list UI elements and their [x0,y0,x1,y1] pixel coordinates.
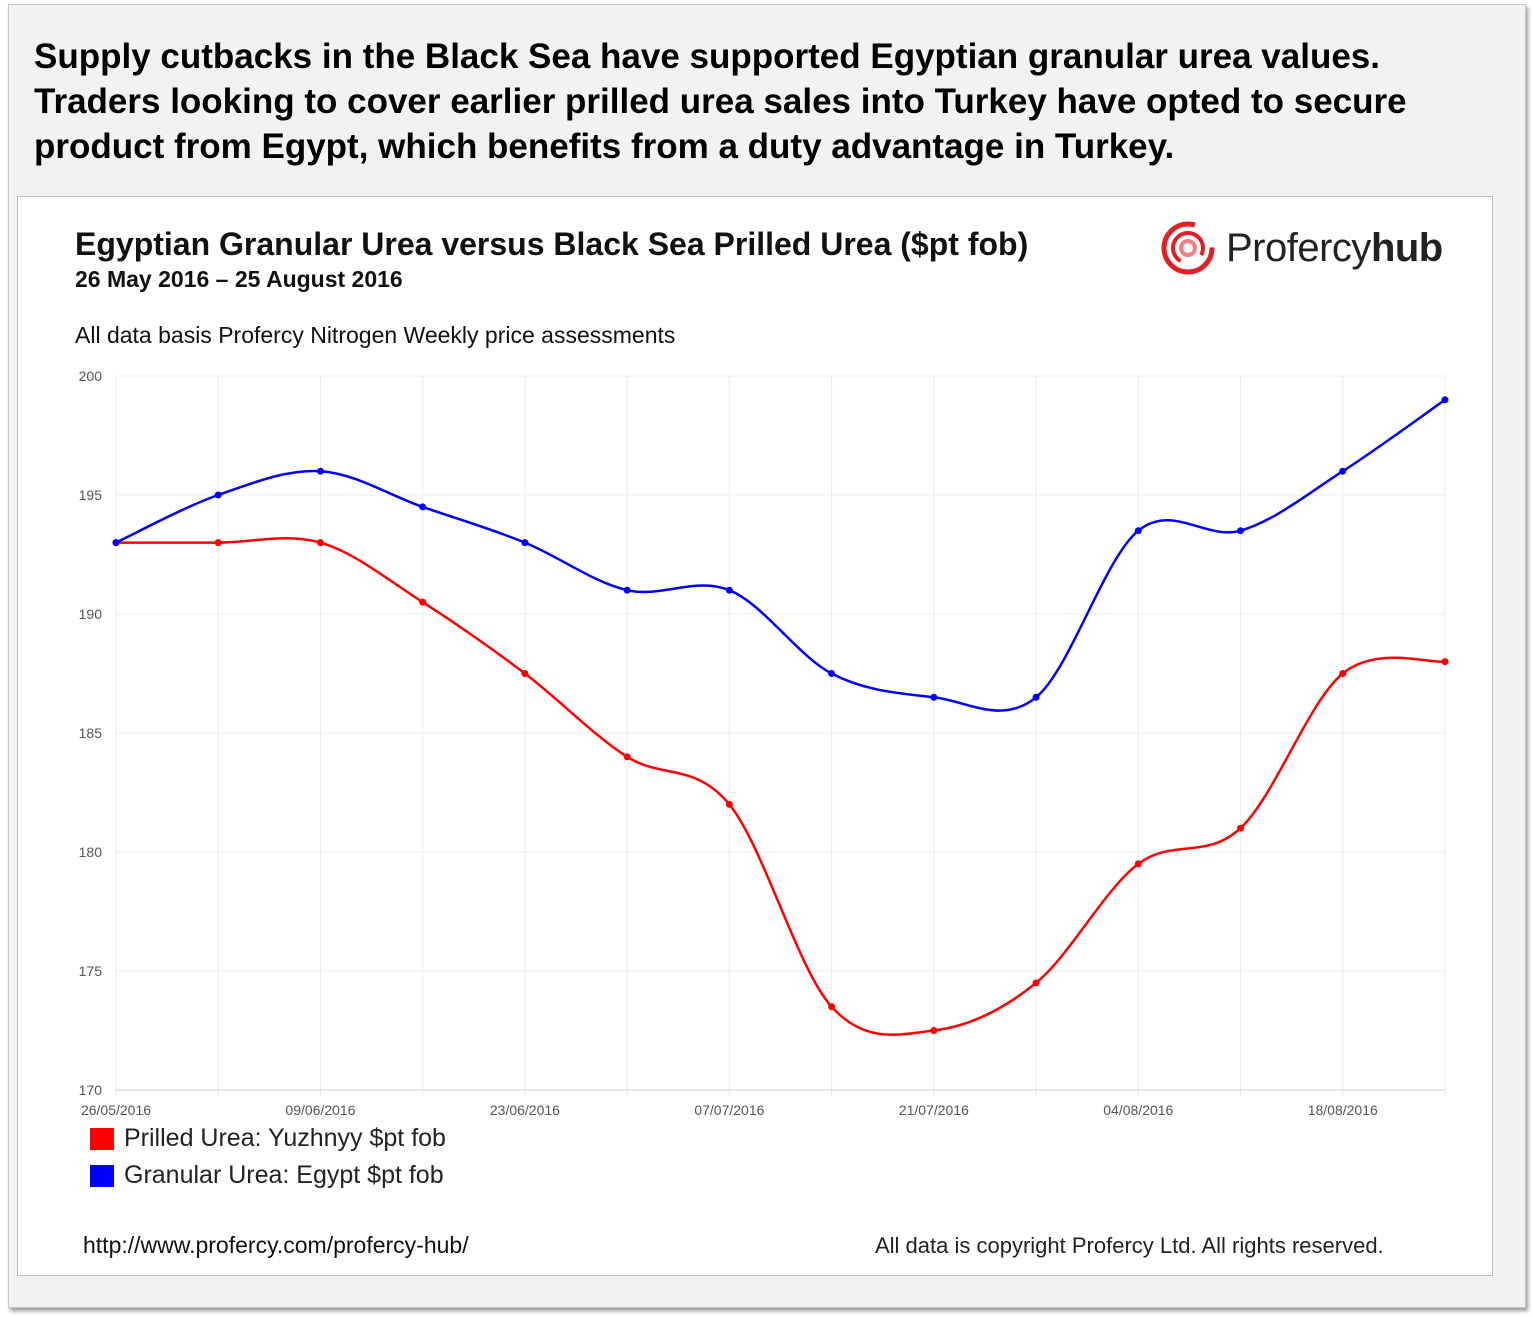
data-point [1134,527,1142,535]
data-point [930,1027,938,1034]
x-tick-label: 21/07/2016 [899,1102,969,1118]
data-point [1237,824,1245,832]
data-point [316,467,324,475]
series-line [115,398,1446,712]
legend-label: Prilled Urea: Yuzhnyy $pt fob [124,1124,446,1152]
logo-brand: Profercy [1226,226,1371,270]
chart-note: All data basis Profercy Nitrogen Weekly … [75,322,676,348]
data-point [623,586,631,594]
y-tick-label: 200 [79,368,103,384]
footer-url[interactable]: http://www.profercy.com/profercy-hub/ [83,1232,469,1258]
data-point [1032,979,1040,987]
data-point [1339,670,1347,677]
legend-item-prilled: Prilled Urea: Yuzhnyy $pt fob [90,1124,446,1153]
x-tick-label: 26/05/2016 [81,1102,151,1118]
data-point [1237,527,1245,535]
data-point [112,539,120,547]
data-point [419,598,427,606]
data-point [930,693,938,701]
y-tick-label: 190 [79,606,103,622]
data-point [828,670,836,677]
data-point [419,503,427,511]
data-point [1134,860,1142,868]
legend-item-granular: Granular Urea: Egypt $pt fob [90,1161,444,1190]
x-tick-label: 23/06/2016 [490,1102,560,1118]
y-tick-label: 185 [79,725,103,741]
y-tick-label: 175 [79,963,103,979]
chart-subtitle: 26 May 2016 – 25 August 2016 [75,266,403,292]
x-tick-label: 18/08/2016 [1308,1102,1378,1118]
logo-text: Profercyhub [1226,226,1443,271]
data-point [214,491,222,499]
data-point [725,586,733,594]
data-point [521,670,529,677]
data-point [316,539,324,547]
data-point [1032,693,1040,701]
logo-brand-bold: hub [1370,226,1443,270]
y-tick-label: 195 [79,487,103,503]
x-tick-label: 09/06/2016 [285,1102,355,1118]
headline: Supply cutbacks in the Black Sea have su… [34,37,1407,166]
legend-label: Granular Urea: Egypt $pt fob [124,1161,444,1189]
data-point [1441,658,1449,666]
data-point [1441,396,1449,404]
data-point [725,800,733,808]
y-tick-label: 170 [79,1082,103,1098]
legend-swatch [90,1127,114,1150]
data-point [521,539,529,547]
x-tick-label: 07/07/2016 [694,1102,764,1118]
data-point [623,753,631,761]
data-point [828,1003,836,1011]
y-tick-label: 180 [79,844,103,860]
legend-swatch [90,1164,114,1187]
chart-title: Egyptian Granular Urea versus Black Sea … [75,226,1029,262]
data-point [214,539,222,547]
series-line [115,536,1446,1036]
data-point [1339,467,1347,475]
x-tick-label: 04/08/2016 [1103,1102,1173,1118]
footer-copyright: All data is copyright Profercy Ltd. All … [875,1233,1384,1258]
profercy-logo-icon [1161,221,1215,275]
